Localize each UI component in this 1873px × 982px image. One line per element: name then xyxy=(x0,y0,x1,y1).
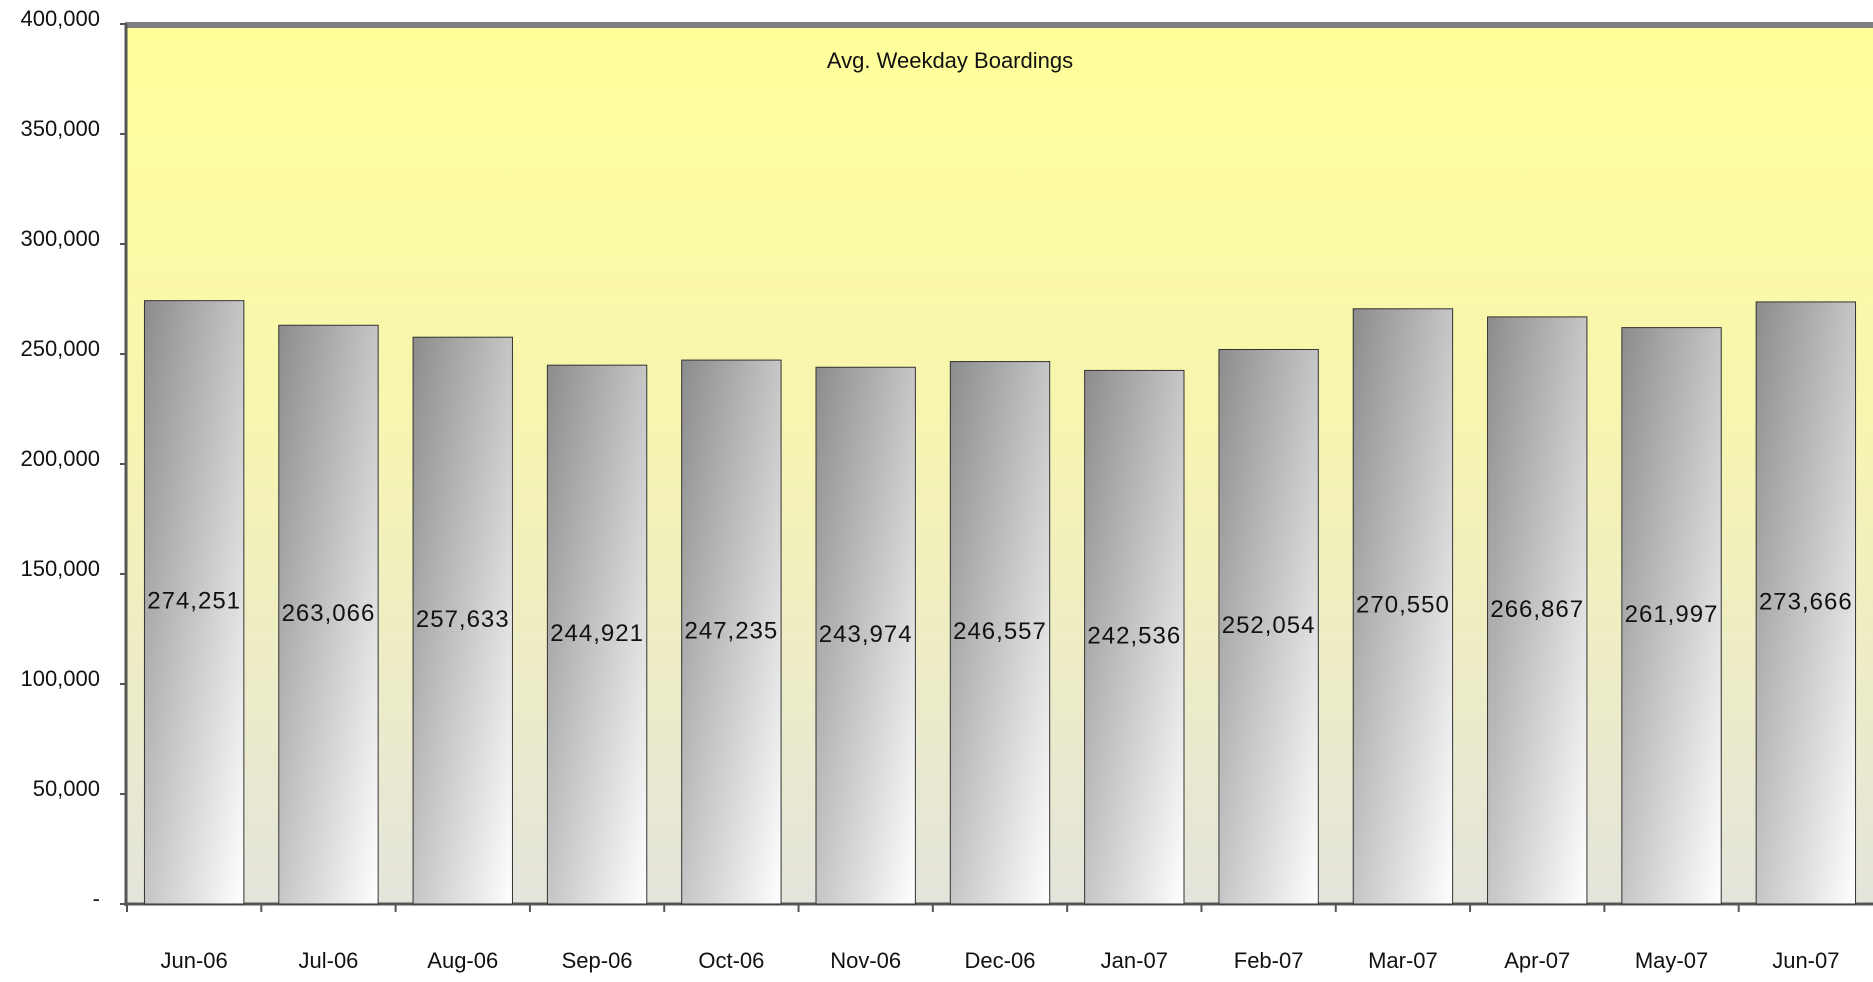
data-label: 243,974 xyxy=(819,621,913,648)
bar xyxy=(1352,308,1454,905)
y-tick-label: 250,000 xyxy=(20,336,100,361)
data-label: 274,251 xyxy=(147,588,241,615)
y-tick-label: 50,000 xyxy=(33,776,100,801)
y-tick-label: 100,000 xyxy=(20,666,100,691)
bar xyxy=(1487,316,1588,905)
x-tick-label: Aug-06 xyxy=(427,948,498,973)
bar xyxy=(1218,348,1319,905)
y-tick-label: 300,000 xyxy=(20,226,100,251)
x-tick-label: Dec-06 xyxy=(965,948,1036,973)
bar xyxy=(1621,327,1722,905)
data-label: 252,054 xyxy=(1222,612,1316,639)
x-tick-label: Nov-06 xyxy=(830,948,901,973)
y-tick-label: 150,000 xyxy=(20,556,100,581)
data-label: 246,557 xyxy=(953,618,1047,645)
y-tick-label: 200,000 xyxy=(20,446,100,471)
y-tick-label: - xyxy=(93,886,100,911)
bar xyxy=(546,364,648,905)
data-label: 263,066 xyxy=(282,600,376,627)
data-label: 247,235 xyxy=(685,617,779,644)
bar xyxy=(278,324,379,905)
data-label: 244,921 xyxy=(550,620,644,647)
data-label: 257,633 xyxy=(416,606,510,633)
data-label: 266,867 xyxy=(1490,596,1584,623)
bar xyxy=(949,361,1051,905)
data-label: 273,666 xyxy=(1759,588,1853,615)
data-label: 242,536 xyxy=(1087,623,1181,650)
bar xyxy=(681,359,782,905)
data-label: 270,550 xyxy=(1356,592,1450,619)
y-tick-label: 400,000 xyxy=(20,6,100,31)
x-tick-label: Sep-06 xyxy=(562,948,633,973)
bar xyxy=(815,366,916,905)
y-tick-label: 350,000 xyxy=(20,116,100,141)
chart-title: Avg. Weekday Boardings xyxy=(827,48,1073,73)
x-tick-label: Jan-07 xyxy=(1101,948,1168,973)
bar xyxy=(143,300,245,905)
x-tick-label: Mar-07 xyxy=(1368,948,1438,973)
bar xyxy=(1755,301,1857,905)
bar xyxy=(412,336,513,905)
x-tick-label: Jun-07 xyxy=(1772,948,1839,973)
x-tick-label: Oct-06 xyxy=(698,948,764,973)
data-label: 261,997 xyxy=(1625,601,1719,628)
x-tick-label: May-07 xyxy=(1635,948,1708,973)
x-tick-label: Jun-06 xyxy=(161,948,228,973)
x-tick-label: Apr-07 xyxy=(1504,948,1570,973)
x-tick-label: Jul-06 xyxy=(299,948,359,973)
x-tick-label: Feb-07 xyxy=(1234,948,1304,973)
bar xyxy=(1084,369,1185,905)
